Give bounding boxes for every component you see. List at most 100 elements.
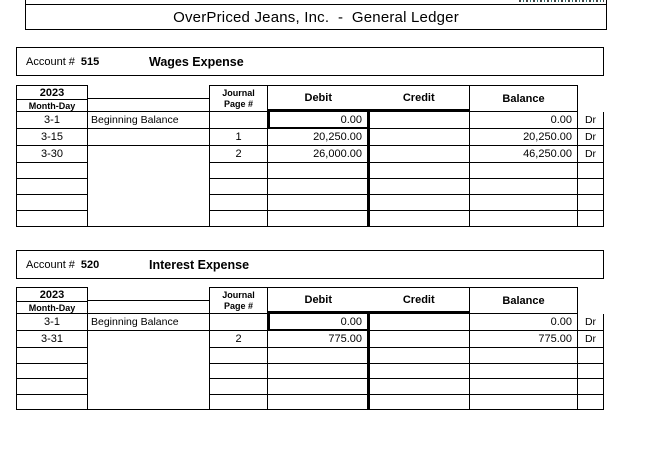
cell-description[interactable]: [88, 211, 210, 227]
cell-debit[interactable]: [268, 179, 370, 195]
cell-description[interactable]: [88, 146, 210, 163]
cell-date[interactable]: [16, 394, 88, 410]
cell-dr-cr[interactable]: [578, 394, 604, 410]
cell-balance[interactable]: [470, 211, 578, 227]
cell-balance[interactable]: [470, 195, 578, 211]
cell-description[interactable]: [88, 379, 210, 395]
cell-debit[interactable]: 26,000.00: [268, 146, 370, 163]
cell-description[interactable]: [88, 195, 210, 211]
cell-dr-cr[interactable]: Dr: [578, 331, 604, 348]
cell-description[interactable]: [88, 348, 210, 364]
cell-journal-page[interactable]: [210, 394, 268, 410]
cell-dr-cr[interactable]: [578, 379, 604, 395]
account-name: Interest Expense: [149, 257, 250, 272]
cell-balance[interactable]: 20,250.00: [470, 129, 578, 146]
cell-date[interactable]: [16, 363, 88, 379]
cell-description[interactable]: Beginning Balance: [88, 314, 210, 331]
cell-description[interactable]: [88, 394, 210, 410]
cell-credit[interactable]: [370, 363, 470, 379]
cell-date[interactable]: 3-15: [16, 129, 88, 146]
cell-balance[interactable]: 46,250.00: [470, 146, 578, 163]
cell-credit[interactable]: [370, 211, 470, 227]
cell-journal-page[interactable]: 1: [210, 129, 268, 146]
cell-credit[interactable]: [370, 314, 470, 331]
cell-debit[interactable]: [268, 348, 370, 364]
cell-dr-cr[interactable]: [578, 348, 604, 364]
cell-date[interactable]: 3-30: [16, 146, 88, 163]
cell-dr-cr[interactable]: [578, 195, 604, 211]
cell-balance[interactable]: [470, 379, 578, 395]
cell-balance[interactable]: [470, 163, 578, 179]
cell-journal-page[interactable]: [210, 314, 268, 331]
cell-dr-cr[interactable]: Dr: [578, 146, 604, 163]
cell-debit[interactable]: [268, 394, 370, 410]
cell-date[interactable]: [16, 211, 88, 227]
cell-credit[interactable]: [370, 394, 470, 410]
cell-date[interactable]: [16, 163, 88, 179]
cell-date[interactable]: 3-1: [16, 112, 88, 129]
cell-date[interactable]: 3-1: [16, 314, 88, 331]
cell-credit[interactable]: [370, 112, 470, 129]
cell-debit[interactable]: [268, 163, 370, 179]
cell-date[interactable]: 3-31: [16, 331, 88, 348]
cell-dr-cr[interactable]: [578, 179, 604, 195]
cell-description[interactable]: [88, 163, 210, 179]
cell-date[interactable]: [16, 195, 88, 211]
cell-debit[interactable]: 0.00: [268, 112, 370, 129]
cell-journal-page[interactable]: [210, 163, 268, 179]
cell-credit[interactable]: [370, 348, 470, 364]
cell-credit[interactable]: [370, 163, 470, 179]
cell-debit[interactable]: 775.00: [268, 331, 370, 348]
cell-description[interactable]: [88, 179, 210, 195]
cell-dr-cr[interactable]: Dr: [578, 314, 604, 331]
cell-description[interactable]: [88, 129, 210, 146]
cell-debit[interactable]: [268, 379, 370, 395]
column-header-debit-credit: Debit Credit: [268, 85, 470, 112]
cell-balance[interactable]: 0.00: [470, 314, 578, 331]
cell-credit[interactable]: [370, 331, 470, 348]
column-header-debit-credit: Debit Credit: [268, 287, 470, 314]
cell-dr-cr[interactable]: Dr: [578, 112, 604, 129]
cell-journal-page[interactable]: [210, 363, 268, 379]
cell-description[interactable]: Beginning Balance: [88, 112, 210, 129]
cell-balance[interactable]: [470, 348, 578, 364]
cell-journal-page[interactable]: [210, 195, 268, 211]
cell-journal-page[interactable]: 2: [210, 146, 268, 163]
cell-credit[interactable]: [370, 379, 470, 395]
cell-dr-cr[interactable]: [578, 363, 604, 379]
cell-debit[interactable]: 0.00: [268, 314, 370, 331]
cell-journal-page[interactable]: [210, 379, 268, 395]
cell-journal-page[interactable]: [210, 112, 268, 129]
account-number: 520: [80, 258, 100, 271]
cell-journal-page[interactable]: [210, 211, 268, 227]
cell-credit[interactable]: [370, 129, 470, 146]
ledger-body-interest: 3-1 Beginning Balance 0.00 0.00 Dr 3-31 2 775.0…: [16, 314, 604, 410]
cell-debit[interactable]: 20,250.00: [268, 129, 370, 146]
cell-balance[interactable]: 775.00: [470, 331, 578, 348]
cell-dr-cr[interactable]: [578, 211, 604, 227]
cell-credit[interactable]: [370, 179, 470, 195]
account-number: 515: [80, 55, 100, 68]
cell-balance[interactable]: [470, 179, 578, 195]
cell-dr-cr[interactable]: [578, 163, 604, 179]
cell-journal-page[interactable]: [210, 348, 268, 364]
cell-debit[interactable]: [268, 195, 370, 211]
cell-date[interactable]: [16, 179, 88, 195]
cell-credit[interactable]: [370, 146, 470, 163]
cell-balance[interactable]: 0.00: [470, 112, 578, 129]
cell-balance[interactable]: [470, 394, 578, 410]
account-number-label: Account #: [26, 258, 75, 271]
cell-debit[interactable]: [268, 211, 370, 227]
cell-balance[interactable]: [470, 363, 578, 379]
cell-description[interactable]: [88, 331, 210, 348]
cell-journal-page[interactable]: 2: [210, 331, 268, 348]
cell-journal-page[interactable]: [210, 179, 268, 195]
column-header-row: 2023 Month-Day Journal Page # Debit Cred…: [16, 287, 604, 314]
cell-description[interactable]: [88, 363, 210, 379]
cell-credit[interactable]: [370, 195, 470, 211]
cell-date[interactable]: [16, 379, 88, 395]
cell-dr-cr[interactable]: Dr: [578, 129, 604, 146]
cell-date[interactable]: [16, 348, 88, 364]
cell-debit[interactable]: [268, 363, 370, 379]
